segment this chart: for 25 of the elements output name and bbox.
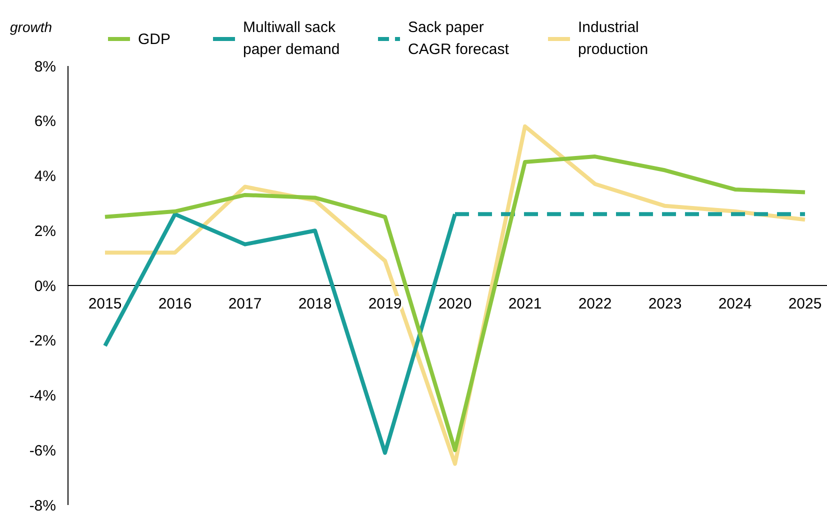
y-tick-label: -4% — [29, 388, 56, 404]
x-tick-label: 2016 — [158, 296, 192, 312]
y-tick-label: 8% — [34, 58, 56, 76]
x-tick-label: 2018 — [298, 296, 332, 312]
y-tick-label: -6% — [29, 442, 56, 460]
x-tick-label: 2019 — [368, 296, 402, 312]
x-tick-label: 2022 — [578, 296, 612, 312]
x-tick-label: 2017 — [228, 296, 262, 312]
legend-label: Industrial production — [578, 19, 648, 58]
legend-label: Sack paper CAGR forecast — [408, 19, 510, 58]
legend-label: GDP — [138, 31, 171, 48]
x-tick-label: 2024 — [718, 296, 752, 312]
x-tick-label: 2015 — [88, 296, 122, 312]
x-tick-label: 2025 — [788, 296, 822, 312]
y-axis-title: growth — [10, 19, 52, 35]
y-tick-label: -2% — [29, 332, 56, 350]
y-tick-label: -8% — [29, 497, 56, 514]
y-tick-label: 0% — [34, 278, 56, 295]
x-tick-label: 2020 — [438, 296, 472, 312]
y-tick-label: 2% — [34, 222, 56, 240]
y-tick-label: 4% — [34, 168, 56, 185]
legend-label: Multiwall sack paper demand — [243, 19, 340, 58]
x-tick-label: 2023 — [648, 296, 682, 312]
x-tick-label: 2021 — [508, 296, 542, 312]
y-tick-label: 6% — [34, 113, 56, 130]
